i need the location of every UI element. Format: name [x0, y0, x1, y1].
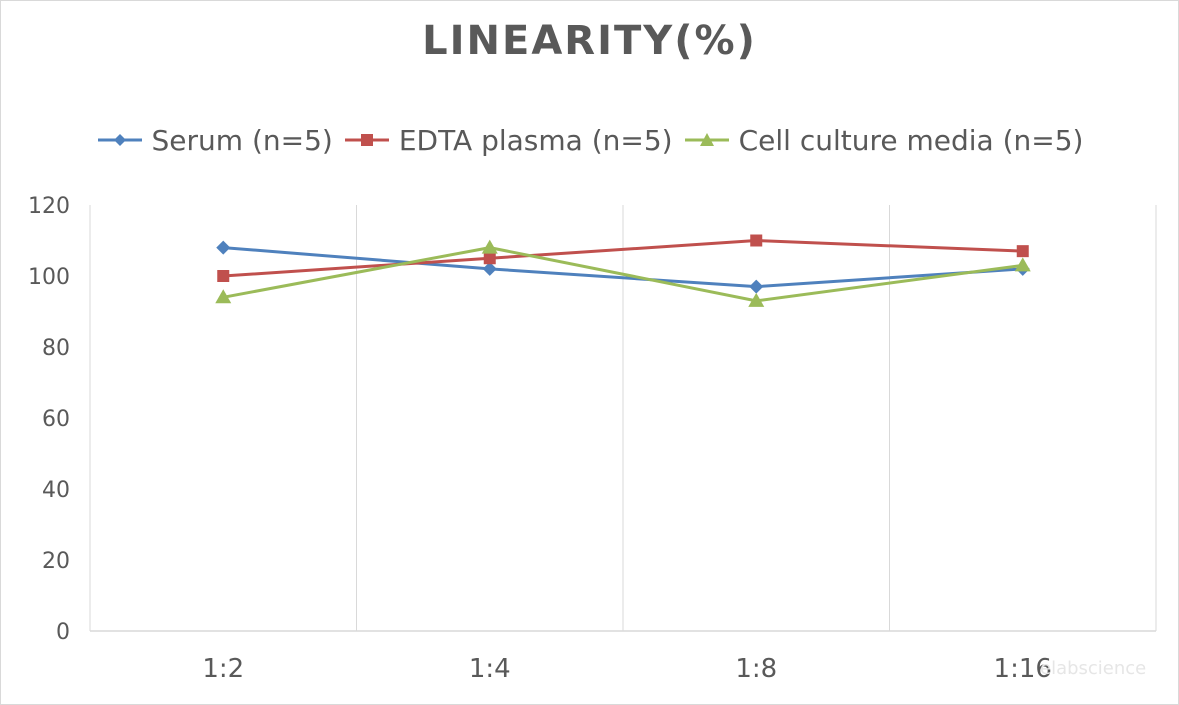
x-tick-label: 1:8 — [735, 654, 777, 684]
legend-swatch-cell-culture-media — [684, 133, 729, 146]
legend-label-edta-plasma: EDTA plasma (n=5) — [398, 123, 673, 157]
chart-title: LINEARITY(%) — [422, 18, 757, 64]
x-tick-label: 1:16 — [994, 654, 1052, 684]
watermark: elabscience — [1040, 658, 1147, 679]
data-point — [482, 261, 497, 276]
legend-swatch-serum — [97, 134, 142, 146]
data-point — [483, 252, 496, 265]
y-tick-label: 0 — [56, 620, 70, 645]
data-point — [1014, 257, 1031, 272]
data-point — [750, 234, 763, 247]
x-tick-label: 1:2 — [202, 654, 244, 684]
series-line — [222, 246, 1023, 303]
y-tick-label: 40 — [42, 478, 70, 503]
data-point — [216, 240, 231, 255]
y-tick-label: 100 — [28, 265, 70, 290]
y-tick-label: 120 — [28, 194, 70, 219]
legend-label-cell-culture-media: Cell culture media (n=5) — [738, 123, 1084, 157]
data-point — [217, 270, 230, 282]
legend-swatch-edta-plasma — [344, 134, 389, 146]
legend-item-cell-culture-media: Cell culture media (n=5) — [683, 123, 1084, 157]
legend-item-serum: Serum (n=5) — [96, 124, 333, 157]
legend-label-serum: Serum (n=5) — [151, 123, 333, 157]
series-line — [223, 246, 1023, 289]
y-tick-label: 80 — [42, 336, 70, 361]
y-tick-label: 20 — [42, 549, 70, 574]
x-tick-label: 1:4 — [469, 654, 511, 684]
chart-legend: Serum (n=5) EDTA plasma (n=5) Cell cultu… — [0, 120, 1179, 160]
data-point — [215, 289, 232, 304]
data-point — [749, 279, 764, 294]
legend-item-edta-plasma: EDTA plasma (n=5) — [343, 124, 673, 157]
data-point — [748, 292, 765, 307]
y-tick-label: 60 — [42, 407, 70, 432]
data-point — [481, 239, 498, 254]
data-point — [1016, 245, 1029, 258]
series-line — [223, 239, 1023, 278]
